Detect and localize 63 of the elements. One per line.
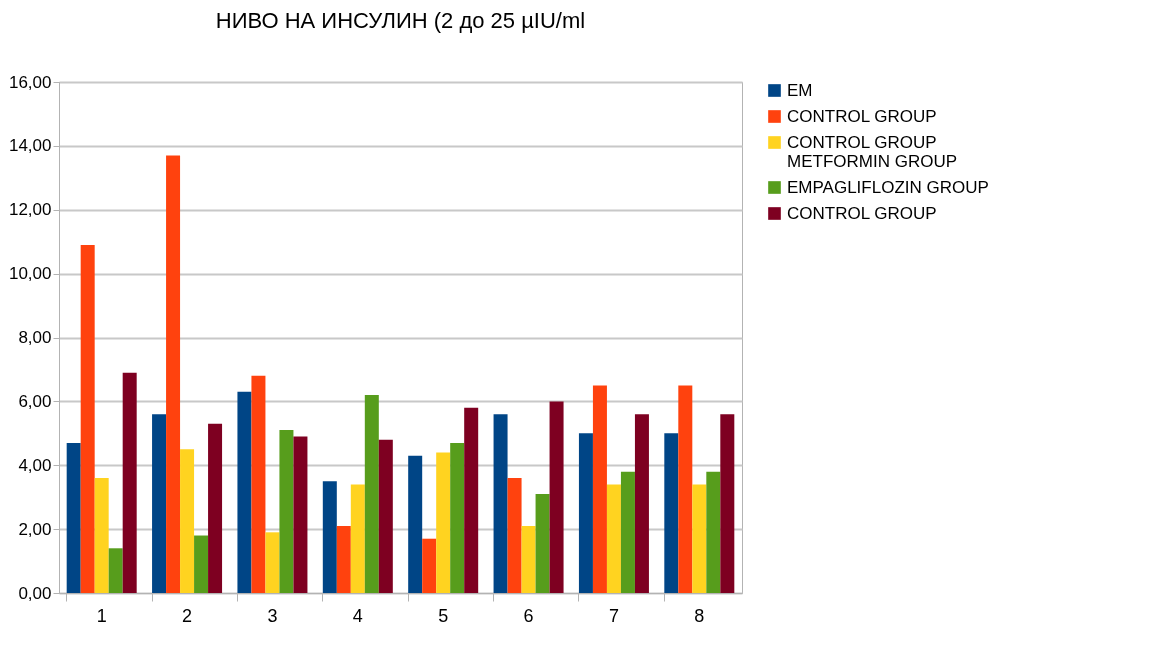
- bar: [350, 484, 365, 593]
- legend-label: CONTROL GROUP: [787, 203, 937, 223]
- bar: [336, 525, 351, 593]
- bar: [378, 439, 393, 593]
- bar: [94, 478, 109, 593]
- y-tick-label: 4,00: [18, 455, 52, 475]
- bar: [493, 414, 508, 593]
- bar: [706, 471, 721, 593]
- chart-title: НИВО НА ИНСУЛИН (2 до 25 µIU/ml: [215, 8, 586, 33]
- x-tick-label: 7: [608, 605, 619, 626]
- bar: [122, 372, 137, 593]
- legend-label: CONTROL GROUP METFORMIN GROUP: [787, 132, 957, 171]
- y-tick-label: 2,00: [18, 519, 52, 539]
- bar: [720, 414, 735, 593]
- bar: [578, 433, 593, 593]
- bar: [422, 538, 437, 593]
- x-tick-label: 6: [523, 605, 534, 626]
- y-tick-label: 10,00: [8, 264, 52, 284]
- legend-label: CONTROL GROUP: [787, 106, 937, 126]
- bar: [521, 525, 536, 593]
- bar: [293, 436, 308, 593]
- bar: [251, 375, 266, 593]
- x-tick-label: 1: [96, 605, 107, 626]
- bar: [364, 394, 379, 593]
- bar: [535, 493, 550, 593]
- bar: [166, 155, 181, 593]
- y-tick-label: 6,00: [18, 391, 52, 411]
- bar: [450, 442, 465, 593]
- y-tick-label: 16,00: [8, 72, 52, 92]
- bar: [194, 535, 209, 593]
- bar: [237, 391, 252, 593]
- x-tick-label: 5: [438, 605, 449, 626]
- bar: [80, 244, 95, 593]
- bar: [180, 449, 195, 593]
- bar: [678, 385, 693, 593]
- bar: [664, 433, 679, 593]
- bar: [549, 401, 564, 593]
- bar: [108, 548, 123, 593]
- y-tick-label: 12,00: [8, 200, 52, 220]
- bar: [464, 407, 479, 593]
- x-tick-label: 3: [267, 605, 278, 626]
- legend-label: EMPAGLIFLOZIN GROUP: [787, 177, 989, 197]
- bar: [66, 442, 81, 593]
- bar: [265, 532, 280, 593]
- y-tick-label: 8,00: [18, 328, 52, 347]
- bar: [152, 414, 167, 593]
- y-tick-label: 14,00: [8, 136, 52, 156]
- bar: [507, 478, 522, 593]
- x-tick-label: 4: [352, 605, 363, 626]
- bar: [279, 430, 294, 593]
- y-tick-label: 0,00: [18, 583, 52, 603]
- bar: [634, 414, 649, 593]
- bar: [436, 452, 451, 593]
- x-tick-label: 2: [182, 605, 193, 626]
- bar: [592, 385, 607, 593]
- bar: [620, 471, 635, 593]
- legend-label: EM: [787, 80, 813, 100]
- bar: [208, 423, 223, 593]
- bar: [606, 484, 621, 593]
- bar: [322, 481, 337, 593]
- x-tick-label: 8: [694, 605, 705, 626]
- bar: [408, 455, 423, 593]
- bar: [692, 484, 707, 593]
